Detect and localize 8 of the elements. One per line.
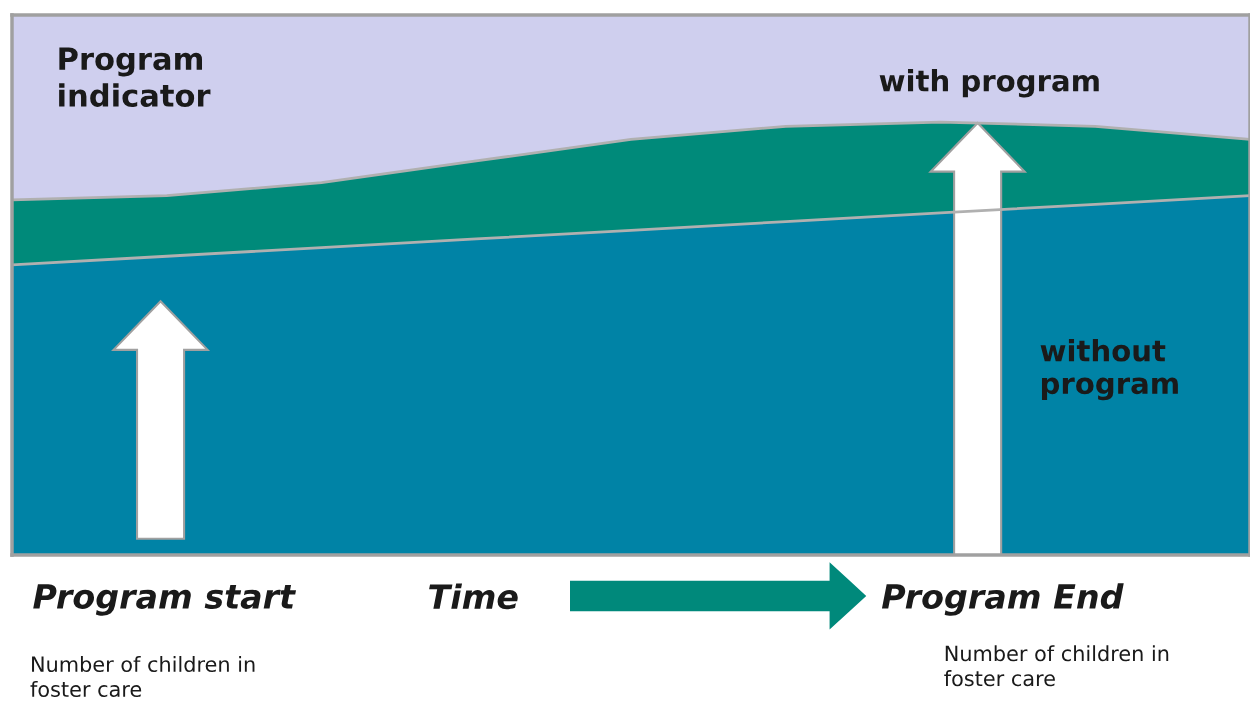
text: Time: [429, 583, 518, 610]
text: Number of children in foster care: [944, 645, 1169, 687]
text: Number of children in foster care: [30, 655, 255, 698]
series-label: without program: [1040, 339, 1178, 401]
text: Program indicator: [59, 47, 211, 107]
text: Program End: [881, 583, 1124, 616]
text: Program start: [33, 584, 297, 616]
series-label: with program: [879, 69, 1099, 98]
